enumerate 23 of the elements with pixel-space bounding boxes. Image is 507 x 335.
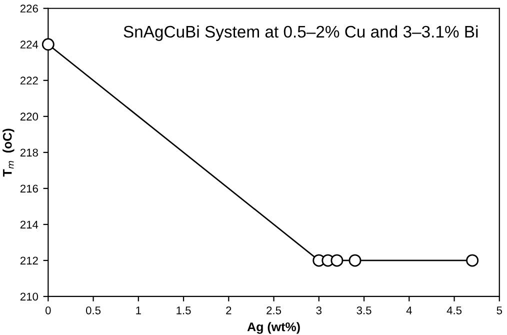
x-tick-label: 2.5 — [266, 306, 282, 314]
x-tick-label: 3 — [316, 306, 322, 314]
y-axis-title: T$_{m}$ (oC) — [2, 128, 14, 177]
x-axis-title: Ag (wt%) — [247, 322, 300, 334]
x-tick-label: 4 — [406, 306, 412, 314]
x-tick-label: 0 — [46, 306, 51, 314]
x-tick-label: 5 — [496, 306, 502, 314]
y-tick-label: 216 — [20, 184, 38, 193]
y-tick-label: 222 — [20, 76, 38, 84]
y-tick-label: 218 — [20, 148, 38, 157]
y-tick-label: 212 — [20, 256, 38, 264]
x-tick-label: 4.5 — [446, 306, 462, 314]
x-tick-label: 3.5 — [356, 306, 372, 314]
y-tick-label: 226 — [20, 4, 38, 13]
y-tick-label: 214 — [20, 220, 38, 228]
x-tick-label: 2 — [226, 306, 232, 314]
y-tick-label: 224 — [20, 40, 38, 48]
x-tick-label: 0.5 — [86, 306, 101, 314]
text: SnAgCuBi System at 0.5–2% Cu and 3–3.1% Bi — [124, 25, 478, 41]
x-tick-label: 1.5 — [176, 306, 191, 314]
y-tick-label: 210 — [20, 292, 38, 301]
y-tick-label: 220 — [20, 112, 38, 121]
x-tick-label: 1 — [136, 306, 141, 314]
